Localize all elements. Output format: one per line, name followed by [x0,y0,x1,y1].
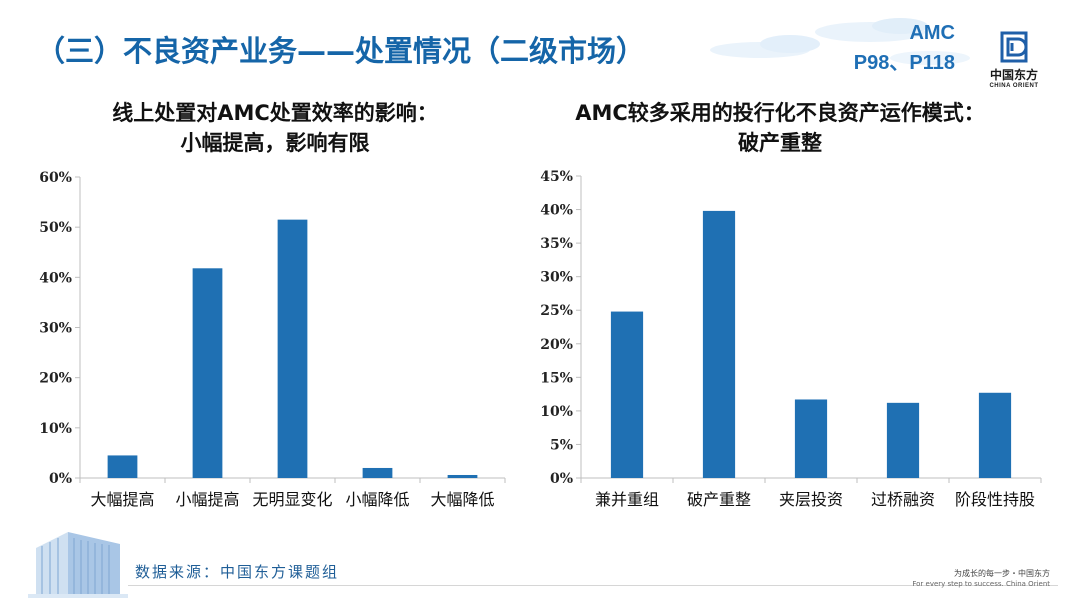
y-tick-label: 40% [39,270,72,286]
footer-divider [128,585,1058,586]
y-tick-label: 10% [39,421,72,437]
y-tick-label: 30% [540,270,573,286]
chart-2-title-line-1: AMC较多采用的投行化不良资产运作模式： [575,101,985,125]
y-tick-label: 40% [540,203,573,219]
y-tick-label: 45% [540,169,573,185]
y-tick-label: 10% [540,404,573,420]
chart-1-title-line-2: 小幅提高，影响有限 [180,131,370,155]
y-tick-label: 5% [550,437,573,453]
reference-note: AMC P98、P118 [840,18,955,78]
bar [107,455,138,478]
bar [277,219,308,478]
bar [447,474,478,478]
x-tick-label: 大幅提高 [90,490,154,509]
y-tick-label: 50% [39,220,72,236]
y-tick-label: 20% [540,337,573,353]
x-tick-label: 夹层投资 [779,490,843,509]
bar [192,268,223,478]
chart-1-title: 线上处置对AMC处置效率的影响： 小幅提高，影响有限 [40,98,510,158]
page-title: （三）不良资产业务——处置情况（二级市场） [36,34,646,68]
y-tick-label: 0% [49,471,72,487]
bar [702,210,736,479]
x-tick-label: 无明显变化 [252,490,332,509]
bar [978,392,1012,478]
bar-chart-investment-banking-modes: 0% 5% 10% 15% 20% 25% 30% 35% 40% 45% 兼并重组 破产重整 夹层投资… [540,169,1042,509]
chart-2-title-line-2: 破产重整 [738,131,822,155]
footer-slogan: 为成长的每一步・中国东方 For every step to success. … [912,568,1050,590]
building-illustration [28,532,128,598]
cloud-decoration [710,18,970,65]
x-tick-label: 大幅降低 [430,490,494,509]
slogan-en: For every step to success. China Orient [912,580,1050,588]
x-tick-label: 小幅提高 [175,490,239,509]
logo-text-en: CHINA ORIENT [989,83,1039,89]
y-tick-label: 25% [540,303,573,319]
slogan-cn: 为成长的每一步・中国东方 [954,569,1050,578]
logo-text-cn: 中国东方 [989,68,1038,82]
reference-line-2: P98、P118 [853,52,955,74]
y-tick-label: 15% [540,370,573,386]
chart-2-title: AMC较多采用的投行化不良资产运作模式： 破产重整 [530,98,1030,158]
bar [610,311,644,478]
bar [794,399,828,478]
data-source-note: 数据来源：中国东方课题组 [135,563,340,581]
x-tick-label: 阶段性持股 [955,490,1035,509]
y-tick-label: 30% [39,321,72,337]
bar [362,467,393,478]
x-tick-label: 兼并重组 [595,490,659,509]
y-tick-label: 20% [39,371,72,387]
y-tick-label: 0% [550,471,573,487]
x-tick-label: 破产重整 [687,490,751,509]
logo-icon [1000,31,1028,63]
bar-chart-online-disposal-impact: 0% 10% 20% 30% 40% 50% 60% 大幅提高 小幅提高 无明显变化 小幅降低 大幅降… [39,170,506,509]
chart-1-title-line-1: 线上处置对AMC处置效率的影响： [112,101,438,125]
company-logo: 中国东方 CHINA ORIENT [978,30,1050,89]
reference-line-1: AMC [909,22,955,44]
x-tick-label: 过桥融资 [871,490,935,509]
bar [886,402,920,478]
x-tick-label: 小幅降低 [345,490,409,509]
y-tick-label: 60% [39,170,72,186]
y-tick-label: 35% [540,236,573,252]
